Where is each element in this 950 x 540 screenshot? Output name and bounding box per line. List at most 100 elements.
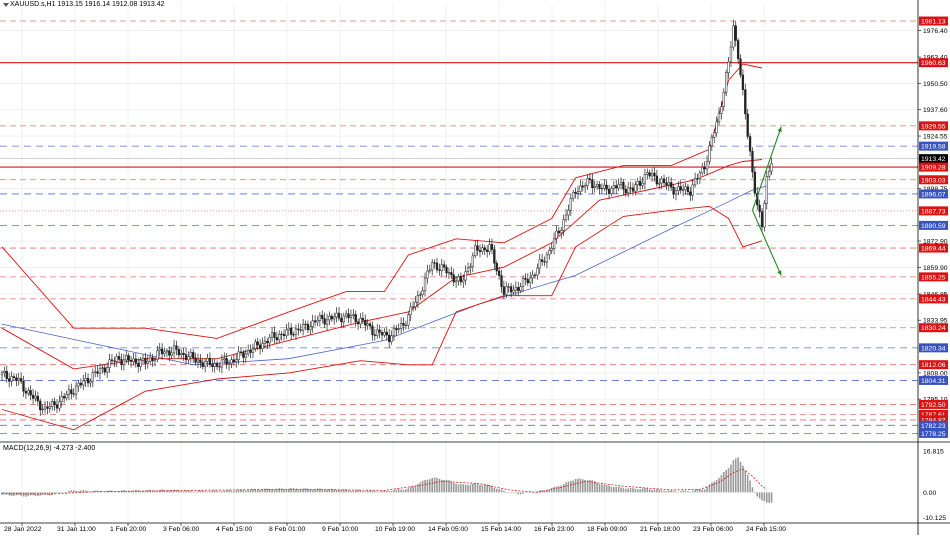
candle-body	[584, 185, 587, 188]
macd-histogram-bar	[388, 491, 390, 493]
macd-histogram-bar	[620, 487, 622, 493]
candle-body	[227, 363, 231, 365]
candle-body	[51, 401, 54, 407]
candle-body	[86, 377, 90, 384]
candle-body	[366, 323, 369, 326]
level-label-box	[919, 294, 948, 304]
macd-histogram-bar	[474, 483, 477, 493]
macd-histogram-bar	[276, 488, 278, 493]
macd-histogram-bar	[452, 482, 455, 493]
macd-histogram-bar	[278, 488, 281, 493]
macd-histogram-bar	[345, 489, 347, 493]
candle-body	[677, 186, 680, 192]
level-label: 1981.13	[921, 19, 946, 26]
macd-histogram-bar	[113, 491, 116, 493]
macd-histogram-bar	[517, 492, 520, 495]
level-label: 1960.63	[921, 60, 946, 67]
macd-histogram-bar	[720, 474, 723, 493]
macd-histogram-bar	[65, 491, 68, 493]
candle-body	[679, 186, 682, 191]
time-tick-label: 1 Feb 20:00	[110, 526, 146, 533]
price-tick-label: 1963.40	[923, 55, 948, 62]
candle-body	[753, 171, 757, 194]
macd-histogram-bar	[364, 491, 367, 493]
candle-body	[512, 289, 515, 293]
macd-histogram-bar	[256, 489, 259, 493]
candle-body	[670, 182, 673, 188]
candle-body	[46, 406, 49, 409]
candle-body	[254, 341, 257, 349]
macd-histogram-bar	[519, 492, 522, 495]
macd-histogram-bar	[41, 492, 44, 495]
candle-body	[526, 279, 529, 284]
macd-histogram-bar	[718, 477, 720, 493]
candle-body	[60, 396, 63, 402]
candle-body	[674, 190, 678, 195]
macd-tick-label: 0.00	[923, 490, 936, 497]
candle-body	[304, 323, 307, 326]
candle-body	[443, 264, 446, 268]
level-label-box	[919, 375, 948, 385]
candle-body	[199, 359, 202, 363]
macd-histogram-bar	[340, 489, 343, 493]
macd-histogram-bar	[335, 489, 338, 493]
macd-histogram-bar	[486, 484, 488, 493]
candle-body	[270, 332, 274, 338]
macd-histogram-bar	[414, 485, 417, 493]
macd-histogram-bar	[763, 492, 766, 502]
candle-body	[225, 358, 228, 365]
level-label: 1903.03	[921, 177, 946, 184]
candle-body	[414, 301, 417, 308]
macd-histogram-bar	[567, 481, 570, 493]
macd-histogram-bar	[505, 492, 508, 493]
macd-histogram-bar	[307, 488, 309, 493]
candle-body	[732, 25, 735, 48]
macd-histogram-bar	[605, 484, 608, 493]
price-tick-label: 1976.40	[923, 28, 948, 35]
macd-histogram-bar	[144, 490, 147, 493]
candle-body	[517, 287, 520, 291]
macd-histogram-bar	[742, 465, 744, 493]
macd-histogram-bar	[94, 490, 97, 493]
candle-body	[686, 186, 690, 193]
macd-histogram-bar	[261, 489, 264, 493]
macd-histogram-bar	[577, 478, 579, 493]
macd-histogram-bar	[362, 491, 364, 493]
macd-histogram-bar	[715, 480, 718, 493]
candle-body	[70, 389, 73, 394]
candle-body	[476, 245, 479, 251]
macd-histogram-bar	[615, 486, 618, 493]
macd-histogram-bar	[589, 479, 591, 493]
candle-body	[471, 255, 474, 267]
macd-histogram-bar	[617, 486, 620, 493]
candle-body	[648, 172, 651, 177]
candle-body	[256, 341, 259, 346]
candle-body	[208, 358, 212, 365]
symbol-menu-icon[interactable]	[3, 3, 9, 7]
level-label: 1844.43	[921, 296, 946, 303]
candle-body	[275, 337, 279, 341]
candle-body	[505, 286, 508, 295]
candle-body	[438, 269, 441, 271]
macd-histogram-bar	[395, 489, 398, 493]
macd-histogram-bar	[225, 490, 228, 493]
candle-body	[574, 192, 577, 194]
candle-body	[552, 238, 556, 249]
macd-histogram-bar	[634, 488, 637, 493]
macd-histogram-bar	[493, 487, 496, 493]
candle-body	[540, 259, 544, 262]
candle-body	[760, 211, 764, 228]
macd-histogram-bar	[247, 490, 249, 493]
macd-histogram-bar	[668, 490, 670, 493]
candle-body	[368, 323, 372, 327]
time-tick-label: 28 Jan 2022	[4, 526, 42, 533]
macd-histogram-bar	[409, 486, 412, 493]
candle-body	[399, 323, 403, 329]
candle-body	[536, 267, 539, 276]
candle-body	[658, 182, 661, 185]
macd-histogram-bar	[756, 492, 759, 497]
candle-body	[741, 74, 745, 90]
candle-body	[127, 355, 130, 361]
